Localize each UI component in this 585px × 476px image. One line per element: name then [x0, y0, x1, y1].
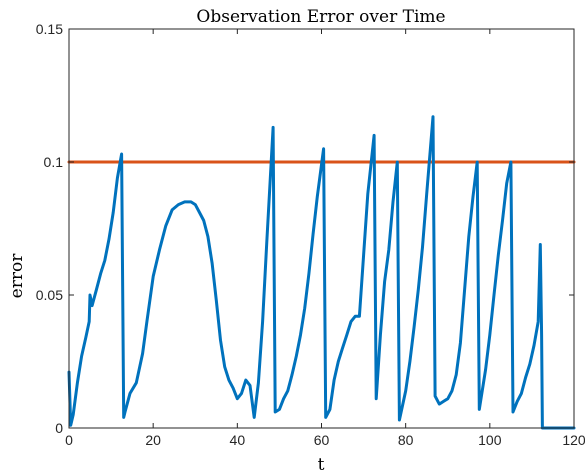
axes: 0 20 40 60 80 100 120 0 0.05 0.1 0.15 [36, 21, 585, 448]
y-tick-label: 0 [55, 420, 63, 436]
x-tick-label: 40 [230, 432, 246, 448]
x-tick-label: 120 [562, 432, 585, 448]
x-tick-label: 100 [478, 432, 502, 448]
x-tick-label: 80 [398, 432, 414, 448]
y-tick-label: 0.1 [44, 154, 64, 170]
x-tick-label: 20 [145, 432, 161, 448]
x-tick-label: 60 [314, 432, 330, 448]
y-axis-label: error [7, 253, 27, 299]
x-tick-label: 0 [65, 432, 73, 448]
y-tick-label: 0.15 [36, 21, 63, 37]
y-tick-label: 0.05 [36, 287, 63, 303]
error-series-line [67, 115, 576, 430]
plot-area [67, 115, 576, 430]
chart-title: Observation Error over Time [196, 7, 445, 27]
x-axis-label: t [318, 455, 325, 475]
